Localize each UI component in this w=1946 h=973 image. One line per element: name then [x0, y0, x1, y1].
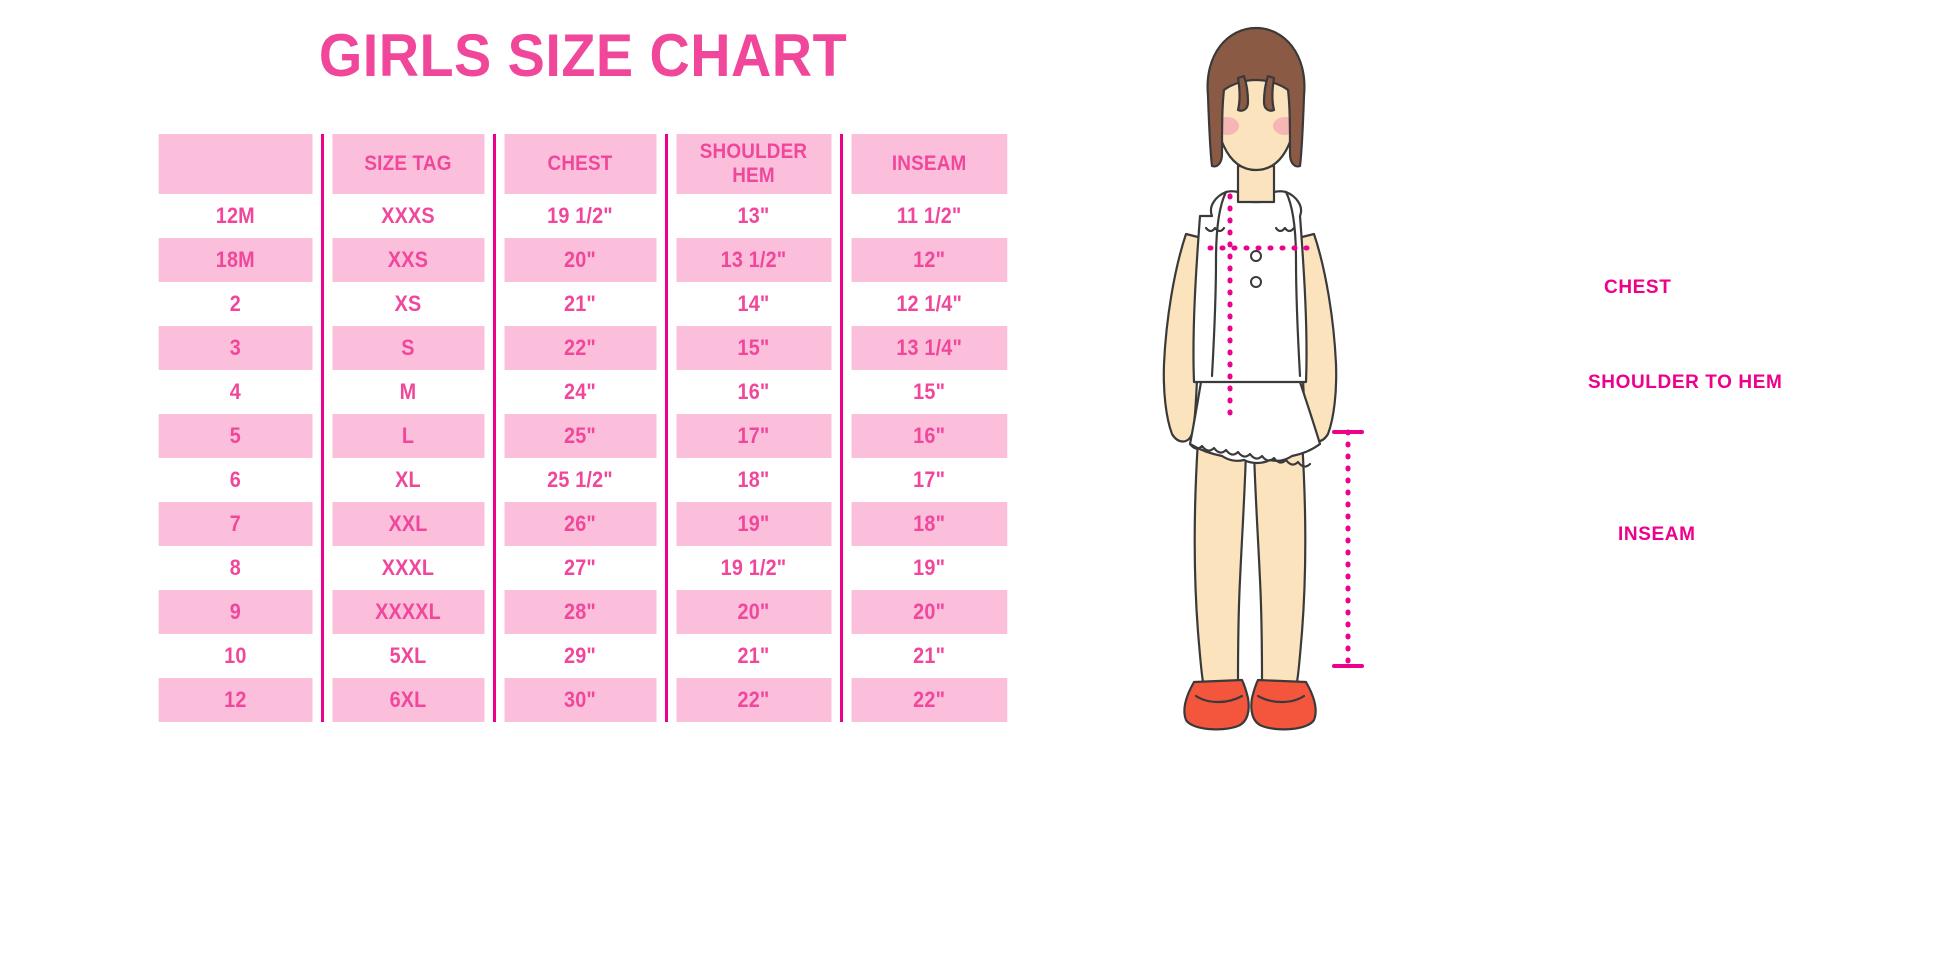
cell-inseam: 18" — [849, 502, 1008, 546]
cell-size-tag: 6XL — [330, 678, 487, 722]
table-row: 9 XXXXL 28" 20" 20" — [150, 590, 1016, 634]
table-body: 12M XXXS 19 1/2" 13" 11 1/2" 18M XXS 20" 13 1/2"… — [150, 194, 1016, 722]
table-row: 2 XS 21" 14" 12 1/4" — [150, 282, 1016, 326]
cell-chest: 24" — [502, 370, 659, 414]
table-row: 3 S 22" 15" 13 1/4" — [150, 326, 1016, 370]
cell-size-tag: XS — [330, 282, 487, 326]
table-row: 18M XXS 20" 13 1/2" 12" — [150, 238, 1016, 282]
cell-chest: 19 1/2" — [502, 194, 659, 238]
cell-chest: 22" — [502, 326, 659, 370]
cell-chest: 26" — [502, 502, 659, 546]
cell-size: 9 — [158, 590, 315, 634]
cell-chest: 29" — [502, 634, 659, 678]
skirt — [1188, 374, 1322, 468]
cell-shoulder-hem: 15" — [674, 326, 834, 370]
cell-size-tag: L — [330, 414, 487, 458]
cell-inseam: 19" — [849, 546, 1008, 590]
cell-size: 8 — [158, 546, 315, 590]
column-header-chest: CHEST — [502, 134, 659, 194]
cell-shoulder-hem: 13" — [674, 194, 834, 238]
cell-chest: 25" — [502, 414, 659, 458]
cell-size-tag: XL — [330, 458, 487, 502]
cell-shoulder-hem: 18" — [674, 458, 834, 502]
cell-inseam: 11 1/2" — [849, 194, 1008, 238]
cell-inseam: 21" — [849, 634, 1008, 678]
column-header-inseam: INSEAM — [849, 134, 1008, 194]
cell-size: 18M — [158, 238, 315, 282]
cell-size-tag: 5XL — [330, 634, 487, 678]
table-row: 10 5XL 29" 21" 21" — [150, 634, 1016, 678]
tank-top — [1192, 190, 1308, 384]
table-row: 7 XXL 26" 19" 18" — [150, 502, 1016, 546]
cell-size: 5 — [158, 414, 315, 458]
cell-chest: 25 1/2" — [502, 458, 659, 502]
cell-size: 4 — [158, 370, 315, 414]
cell-inseam: 22" — [849, 678, 1008, 722]
cell-chest: 30" — [502, 678, 659, 722]
label-inseam: INSEAM — [1618, 524, 1696, 545]
cell-size-tag: S — [330, 326, 487, 370]
cell-shoulder-hem: 19 1/2" — [674, 546, 834, 590]
cell-size: 2 — [158, 282, 315, 326]
cell-inseam: 12 1/4" — [849, 282, 1008, 326]
cell-size-tag: XXXS — [330, 194, 487, 238]
cell-size: 12M — [158, 194, 315, 238]
hair — [1206, 26, 1306, 168]
table-row: 6 XL 25 1/2" 18" 17" — [150, 458, 1016, 502]
cell-shoulder-hem: 14" — [674, 282, 834, 326]
cell-size-tag: M — [330, 370, 487, 414]
cell-size-tag: XXXXL — [330, 590, 487, 634]
cell-shoulder-hem: 13 1/2" — [674, 238, 834, 282]
table-row: 4 M 24" 16" 15" — [150, 370, 1016, 414]
label-chest: CHEST — [1604, 277, 1672, 298]
cell-size-tag: XXL — [330, 502, 487, 546]
shoes — [1183, 678, 1317, 731]
cell-size: 7 — [158, 502, 315, 546]
cell-inseam: 16" — [849, 414, 1008, 458]
cell-size: 3 — [158, 326, 315, 370]
cell-inseam: 17" — [849, 458, 1008, 502]
cell-size-tag: XXXL — [330, 546, 487, 590]
cell-chest: 28" — [502, 590, 659, 634]
cell-size: 12 — [158, 678, 315, 722]
cell-size: 6 — [158, 458, 315, 502]
page-title: GIRLS SIZE CHART — [318, 22, 848, 89]
column-header-shoulder-hem: SHOULDER HEM — [674, 134, 834, 194]
cell-chest: 20" — [502, 238, 659, 282]
cell-shoulder-hem: 21" — [674, 634, 834, 678]
size-chart-table-wrapper: SIZE TAG CHEST SHOULDER HEM INSEAM 12M XX… — [150, 134, 1016, 722]
column-header-size-tag: SIZE TAG — [330, 134, 487, 194]
cell-size: 10 — [158, 634, 315, 678]
girl-illustration: .ol{stroke:#3A3A3A;stroke-width:2.2;stro… — [1090, 20, 1410, 740]
neck — [1236, 164, 1276, 204]
label-shoulder-to-hem: SHOULDER TO HEM — [1588, 372, 1783, 393]
legs — [1193, 438, 1307, 684]
table-row: 5 L 25" 17" 16" — [150, 414, 1016, 458]
column-header-size — [158, 134, 315, 194]
table-header-row: SIZE TAG CHEST SHOULDER HEM INSEAM — [150, 134, 1016, 194]
cell-chest: 27" — [502, 546, 659, 590]
table-row: 12M XXXS 19 1/2" 13" 11 1/2" — [150, 194, 1016, 238]
size-chart-table: SIZE TAG CHEST SHOULDER HEM INSEAM 12M XX… — [150, 134, 1016, 722]
cell-shoulder-hem: 17" — [674, 414, 834, 458]
cell-shoulder-hem: 16" — [674, 370, 834, 414]
cell-inseam: 20" — [849, 590, 1008, 634]
cell-shoulder-hem: 20" — [674, 590, 834, 634]
cell-shoulder-hem: 22" — [674, 678, 834, 722]
cell-size-tag: XXS — [330, 238, 487, 282]
cell-inseam: 15" — [849, 370, 1008, 414]
cell-shoulder-hem: 19" — [674, 502, 834, 546]
table-header: SIZE TAG CHEST SHOULDER HEM INSEAM — [150, 134, 1016, 194]
measurement-guides — [1207, 193, 1364, 669]
cell-inseam: 12" — [849, 238, 1008, 282]
table-row: 8 XXXL 27" 19 1/2" 19" — [150, 546, 1016, 590]
cell-inseam: 13 1/4" — [849, 326, 1008, 370]
table-row: 12 6XL 30" 22" 22" — [150, 678, 1016, 722]
cell-chest: 21" — [502, 282, 659, 326]
